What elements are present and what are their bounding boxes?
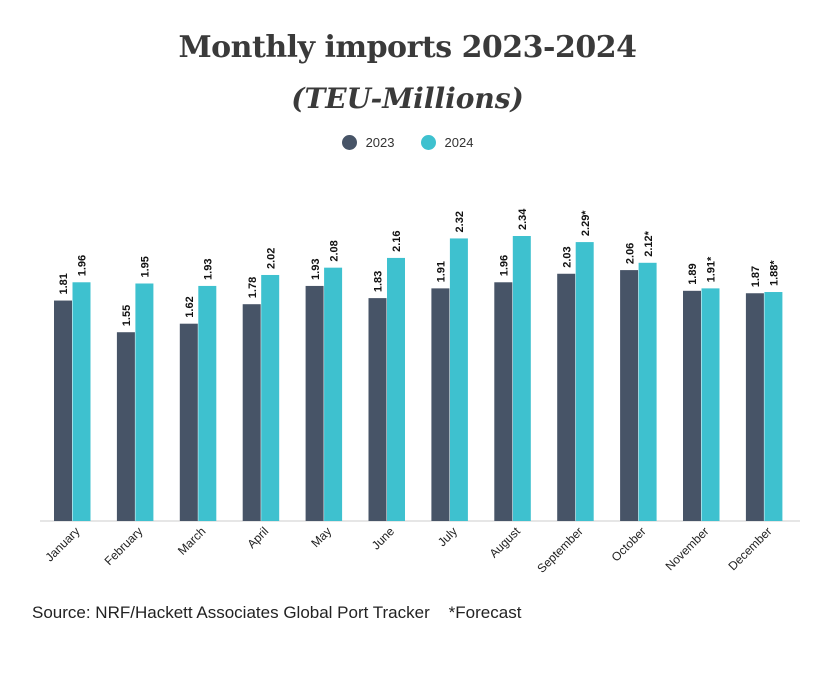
x-tick-label-december: December [725,524,774,573]
chart-title: Monthly imports 2023-2024 [178,30,637,65]
data-label-2023-july: 1.91 [436,261,448,282]
bar-2023-october [620,270,639,521]
bar-2024-december [764,292,783,521]
bar-2023-june [368,298,387,521]
data-label-2024-may: 2.08 [328,240,340,261]
legend-item-2024: 2024 [420,135,474,150]
legend-swatch-2024 [420,135,436,150]
bar-2023-august [494,282,513,521]
bar-2023-september [557,273,576,521]
x-tick-label-february: February [102,524,146,568]
x-tick-label-january: January [43,524,83,564]
data-label-2023-december: 1.87 [750,266,762,287]
bar-2023-july [431,288,450,521]
x-tick-label-march: March [175,524,208,557]
data-label-2023-may: 1.93 [310,259,322,280]
x-tick-label-september: September [534,524,585,575]
data-label-2024-september: 2.29* [580,210,592,236]
chart-subtitle: (TEU-Millions) [291,82,524,115]
data-label-2024-march: 1.93 [203,259,215,280]
data-label-2023-october: 2.06 [624,243,636,264]
data-label-2024-november: 1.91* [706,256,718,282]
bar-2023-march [179,323,198,521]
data-label-2023-august: 1.96 [499,255,511,276]
data-label-2023-april: 1.78 [247,277,259,298]
bar-2023-november [683,290,701,521]
data-label-2023-june: 1.83 [373,271,385,292]
legend-item-2023: 2023 [341,135,395,150]
bar-2023-may [305,285,324,521]
x-tick-label-april: April [244,524,271,551]
bar-2024-june [387,257,405,521]
data-label-2023-november: 1.89 [687,263,699,284]
data-label-2023-march: 1.62 [184,296,196,317]
forecast-note: *Forecast [448,603,522,622]
data-label-2024-january: 1.96 [77,255,89,276]
bar-2023-december [745,293,764,521]
data-label-2024-december: 1.88* [769,260,781,286]
x-tick-label-may: May [308,524,334,550]
bar-2024-march [198,285,217,521]
legend-label-2024: 2024 [444,135,474,150]
legend-label-2023: 2023 [365,135,395,150]
bar-2024-august [512,236,531,521]
data-label-2023-january: 1.81 [58,273,70,294]
x-tick-label-june: June [369,524,398,553]
bar-2024-october [638,262,657,521]
bar-2024-july [449,238,468,521]
data-label-2024-august: 2.34 [517,208,529,230]
data-label-2024-february: 1.95 [140,256,152,277]
x-tick-label-july: July [435,524,460,549]
bar-2023-january [54,300,72,521]
bar-2024-february [135,283,154,521]
data-label-2024-july: 2.32 [454,211,466,232]
bar-2024-november [701,288,720,521]
x-tick-label-november: November [663,524,712,573]
legend: 2023 2024 [0,135,815,150]
bar-2024-january [72,282,91,521]
bar-2024-april [261,274,280,521]
data-label-2023-february: 1.55 [121,305,133,326]
source-note: Source: NRF/Hackett Associates Global Po… [32,603,430,622]
bar-2024-may [324,267,343,521]
footer: Source: NRF/Hackett Associates Global Po… [32,603,521,623]
data-label-2024-october: 2.12* [643,230,655,256]
data-label-2024-april: 2.02 [265,248,277,269]
x-tick-label-october: October [609,524,649,564]
bar-2024-september [575,242,594,522]
data-label-2023-september: 2.03 [561,246,573,267]
legend-swatch-2023 [341,135,357,150]
bar-2023-february [116,332,135,521]
x-tick-label-august: August [487,524,524,561]
bar-2023-april [242,304,261,521]
data-label-2024-june: 2.16 [391,231,403,252]
